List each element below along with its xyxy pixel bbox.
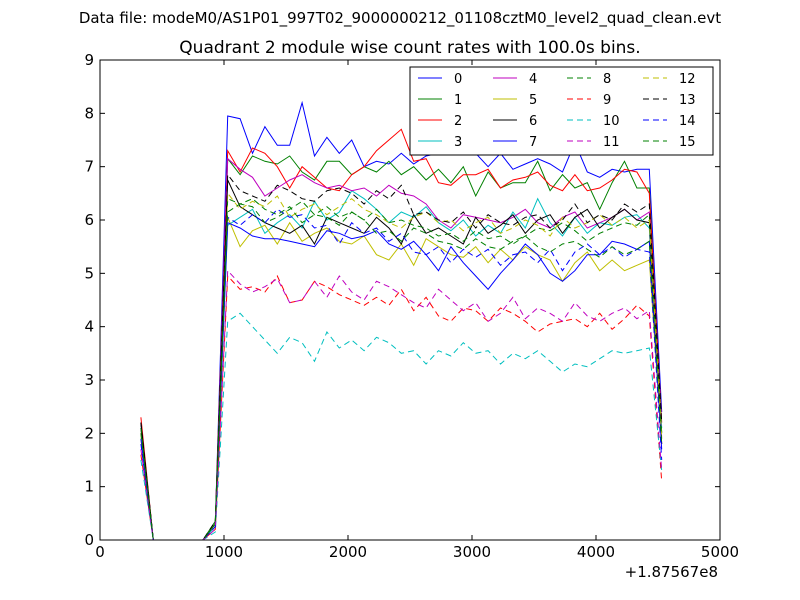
- chart-title: Quadrant 2 module wise count rates with …: [179, 38, 640, 58]
- legend-label-8: 8: [603, 72, 611, 87]
- y-tick-label: 8: [84, 104, 94, 122]
- plot-lines: [140, 100, 663, 541]
- legend-label-12: 12: [679, 72, 696, 87]
- legend-label-0: 0: [454, 72, 462, 87]
- legend-label-4: 4: [529, 72, 537, 87]
- legend-label-13: 13: [679, 93, 696, 108]
- legend-label-7: 7: [529, 135, 537, 150]
- x-tick-label: 4000: [577, 543, 615, 561]
- y-tick-label: 4: [84, 318, 94, 336]
- figure-suptitle: Data file: modeM0/AS1P01_997T02_90000002…: [79, 9, 721, 28]
- series-line-15: [140, 198, 663, 541]
- x-tick-label: 5000: [701, 543, 739, 561]
- series-line-10: [140, 312, 663, 541]
- series-line-11: [140, 269, 663, 541]
- legend-label-3: 3: [454, 135, 462, 150]
- legend-label-5: 5: [529, 93, 537, 108]
- x-tick-label: 2000: [329, 543, 367, 561]
- y-tick-label: 3: [84, 371, 94, 389]
- series-line-7: [140, 221, 663, 541]
- x-offset-label: +1.87567e8: [625, 563, 718, 581]
- x-tick-label: 3000: [453, 543, 491, 561]
- legend-box: [409, 66, 714, 156]
- series-line-13: [140, 173, 663, 541]
- legend-label-1: 1: [454, 93, 462, 108]
- series-line-4: [140, 157, 663, 541]
- y-tick-label: 5: [84, 264, 94, 282]
- series-line-8: [140, 197, 663, 541]
- y-tick-label: 6: [84, 211, 94, 229]
- legend-label-15: 15: [679, 135, 696, 150]
- x-tick-label: 1000: [205, 543, 243, 561]
- plot-frame: [99, 59, 721, 541]
- x-axis: 0 1000 2000 3000 4000 5000: [95, 60, 739, 561]
- series-line-12: [140, 191, 663, 541]
- y-tick-label: 0: [84, 531, 94, 549]
- legend-label-2: 2: [454, 114, 462, 129]
- legend-label-9: 9: [603, 93, 611, 108]
- legend-label-11: 11: [603, 135, 620, 150]
- series-line-2: [140, 128, 663, 541]
- y-tick-label: 9: [84, 51, 94, 69]
- legend-label-10: 10: [603, 114, 620, 129]
- legend-label-6: 6: [529, 114, 537, 129]
- legend-label-14: 14: [679, 114, 696, 129]
- x-tick-label: 0: [95, 543, 105, 561]
- y-tick-label: 1: [84, 478, 94, 496]
- y-tick-label: 7: [84, 158, 94, 176]
- y-tick-label: 2: [84, 424, 94, 442]
